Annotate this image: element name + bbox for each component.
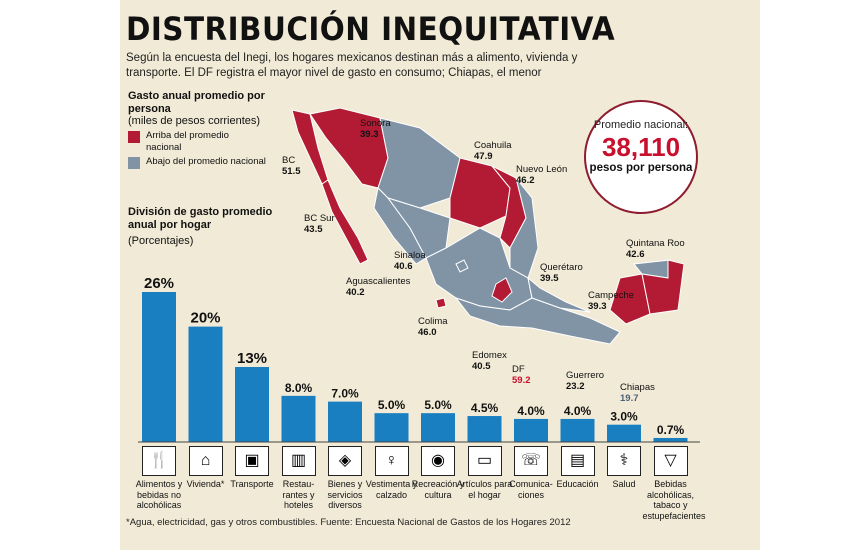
cutlery-icon: 🍴 <box>142 446 176 476</box>
state-east <box>527 276 591 313</box>
bar-11 <box>653 437 688 442</box>
state-aguascalientes <box>455 259 469 273</box>
bar-8 <box>514 418 548 442</box>
bar-value-8: 4.0% <box>517 404 545 418</box>
legend-unit: (miles de pesos corrientes) <box>128 115 261 127</box>
footnote: *Agua, electricidad, gas y otros combust… <box>126 517 571 528</box>
cocktail-icon: ▽ <box>653 446 688 476</box>
bar-2 <box>235 367 269 442</box>
tv-icon: ▭ <box>467 446 502 476</box>
average-unit: pesos por persona <box>589 162 693 174</box>
bus-icon: ▣ <box>235 446 269 476</box>
caduceus-icon: ⚕ <box>607 446 641 476</box>
state-label-coahuila: Coahuila 47.9 <box>474 140 512 162</box>
film-camera-icon: ◉ <box>421 446 455 476</box>
book-icon: ▤ <box>560 446 595 476</box>
category-label-8: Comunica-ciones <box>509 479 553 500</box>
national-average-badge: Promedio nacional: 38,110 pesos por pers… <box>584 100 698 214</box>
category-label-7: Artículos para el hogar <box>456 479 513 500</box>
average-value: 38,110 <box>601 132 681 162</box>
legend-heading: Gasto anual promedio por persona <box>128 90 265 115</box>
bar-value-10: 3.0% <box>610 410 638 424</box>
state-colima <box>435 297 447 309</box>
page-title: DISTRIBUCIÓN INEQUITATIVA <box>126 10 616 48</box>
subtitle: Según la encuesta del Inegi, los hogares… <box>126 52 578 79</box>
category-label-5: Vestimenta y calzado <box>365 479 418 500</box>
bar-value-7: 4.5% <box>471 401 499 415</box>
dress-icon: ♀ <box>374 446 409 476</box>
bar-9 <box>560 418 595 442</box>
state-label-sinaloa: Sinaloa 40.6 <box>394 250 426 272</box>
bar-5 <box>374 413 409 442</box>
bars-group: 26% 20% 13% 8.0% 7.0% 5.0% 5.0% 4.5% 4.0% 4.0% 3.0… <box>138 275 700 443</box>
state-quintanaroo <box>641 259 685 315</box>
state-south <box>454 297 621 345</box>
average-label: Promedio nacional: <box>593 119 689 131</box>
bar-10 <box>607 424 641 442</box>
state-label-bc: BC 51.5 <box>282 155 301 177</box>
state-df-area <box>491 277 513 303</box>
bar-value-2: 13% <box>237 350 267 367</box>
bar-chart: 26% 20% 13% 8.0% 7.0% 5.0% 5.0% 4.5% 4.0% 4.0% 3.0… <box>138 275 700 443</box>
bars-unit: (Porcentajes) <box>128 235 194 247</box>
state-label-queretaro: Querétaro 39.5 <box>540 262 583 284</box>
state-label-chiapas: Chiapas 19.7 <box>620 382 655 404</box>
category-label-10: Salud <box>612 479 636 489</box>
category-label-0: Alimentos y bebidas no alcohólicas <box>135 479 183 510</box>
bar-value-5: 5.0% <box>378 398 406 412</box>
bar-0 <box>142 292 176 442</box>
state-label-guerrero: Guerrero 23.2 <box>566 370 605 392</box>
legend-label-above: Arriba del promedio nacional <box>146 130 229 153</box>
bar-value-6: 5.0% <box>424 398 452 412</box>
bar-value-0: 26% <box>144 275 174 292</box>
state-label-nuevoleon: Nuevo León 46.2 <box>516 164 568 186</box>
mexico-map <box>291 107 685 345</box>
state-label-aguascalientes: Aguascalientes 40.2 <box>346 276 411 298</box>
state-label-sonora: Sonora 39.3 <box>360 118 391 140</box>
legend-swatch-below <box>128 157 140 169</box>
category-label-4: Bienes y servicios diversos <box>327 479 363 510</box>
state-label-colima: Colima 46.0 <box>418 316 448 338</box>
state-label-df: DF 59.2 <box>512 364 531 386</box>
category-label-1: Vivienda* <box>186 479 225 489</box>
state-bcs <box>321 179 369 265</box>
state-coahuila <box>449 157 511 229</box>
phone-icon: ☏ <box>514 446 548 476</box>
bars-heading: División de gasto promedio anual por hog… <box>128 206 273 231</box>
bar-value-9: 4.0% <box>564 404 592 418</box>
bar-3 <box>281 395 316 442</box>
house-icon: ⌂ <box>188 446 223 476</box>
map-shapes <box>291 107 685 345</box>
bar-value-11: 0.7% <box>657 423 685 437</box>
state-label-edomex: Edomex 40.5 <box>472 350 507 372</box>
category-label-3: Restau-rantes y hoteles <box>282 479 315 510</box>
category-label-6: Recreación y cultura <box>411 479 465 500</box>
bar-value-3: 8.0% <box>285 381 313 395</box>
legend-swatch-above <box>128 131 140 143</box>
category-label-2: Transporte <box>230 479 274 489</box>
bar-7 <box>467 416 502 442</box>
state-label-bcsur: BC Sur 43.5 <box>304 213 335 235</box>
bar-value-4: 7.0% <box>331 387 359 401</box>
state-label-quintanaroo: Quintana Roo 42.6 <box>626 238 685 260</box>
bar-1 <box>188 326 223 442</box>
building-icon: ▥ <box>281 446 316 476</box>
category-label-9: Educación <box>556 479 599 489</box>
price-tag-icon: ◈ <box>328 446 362 476</box>
bar-4 <box>328 401 362 442</box>
category-label-11: Bebidas alcohólicas, tabaco y estupefaci… <box>642 479 706 521</box>
state-campeche <box>609 273 651 325</box>
bar-value-1: 20% <box>190 310 220 327</box>
state-label-campeche: Campeche 39.3 <box>588 290 634 312</box>
bar-6 <box>421 413 455 442</box>
legend-label-below: Abajo del promedio nacional <box>146 156 266 167</box>
